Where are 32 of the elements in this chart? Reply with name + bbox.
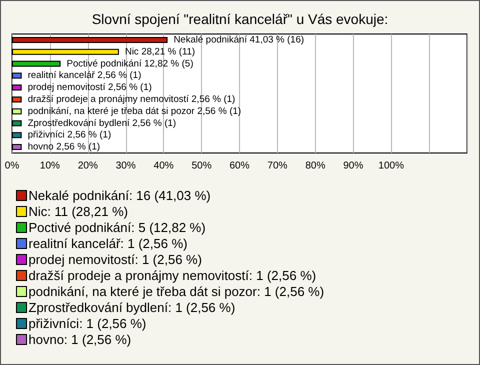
data-label: podnikání, na které je třeba dát si pozor 2,56 % (1) xyxy=(28,106,242,117)
legend-label: přiživníci: 1 (2,56 %) xyxy=(28,316,146,331)
legend-label: Poctivé podnikání: 5 (12,82 %) xyxy=(28,220,206,235)
data-label: dražší prodeje a pronájmy nemovitostí 2,56 % (1) xyxy=(28,94,236,105)
data-label: prodej nemovitostí 2,56 % (1) xyxy=(28,82,152,94)
legend-label: hovno: 1 (2,56 %) xyxy=(28,332,132,347)
legend-label: podnikání, na které je třeba dát si pozor: 1 (2,56 %) xyxy=(28,284,324,299)
data-label: Zprostředkování bydlení 2,56 % (1) xyxy=(28,118,176,129)
legend-label: Nekalé podnikání: 16 (41,03 %) xyxy=(28,188,211,203)
x-tick-label: 0% xyxy=(4,160,20,172)
data-label: Nic 28,21 % (11) xyxy=(124,46,196,58)
chart-title: Slovní spojení "realitní kancelář" u Vás evokuje: xyxy=(92,11,388,27)
x-tick-label: 50% xyxy=(192,160,212,172)
legend-label: dražší prodeje a pronájmy nemovitostí: 1 (2,56 %) xyxy=(28,268,316,283)
legend-label: realitní kancelář: 1 (2,56 %) xyxy=(28,236,188,251)
x-tick-label: 20% xyxy=(78,160,98,172)
legend-label: Zprostředkování bydlení: 1 (2,56 %) xyxy=(28,300,236,315)
x-tick-label: 10% xyxy=(40,160,60,172)
x-tick-label: 100% xyxy=(378,160,404,172)
data-label: Nekalé podnikání 41,03 % (16) xyxy=(174,34,304,46)
x-tick-label: 30% xyxy=(116,160,136,172)
x-tick-label: 90% xyxy=(343,160,364,172)
x-tick-label: 40% xyxy=(154,160,174,172)
data-label: Poctivé podnikání 12,82 % (5) xyxy=(66,58,194,70)
x-tick-label: 60% xyxy=(229,160,250,172)
data-label: přiživníci 2,56 % (1) xyxy=(28,130,112,141)
legend-label: prodej nemovitostí: 1 (2,56 %) xyxy=(28,252,202,267)
x-tick-label: 70% xyxy=(267,160,288,172)
data-label: hovno 2,56 % (1) xyxy=(28,142,100,153)
data-label: realitní kancelář 2,56 % (1) xyxy=(28,70,142,82)
x-tick-label: 80% xyxy=(305,160,326,172)
legend-label: Nic: 11 (28,21 %) xyxy=(28,204,128,219)
